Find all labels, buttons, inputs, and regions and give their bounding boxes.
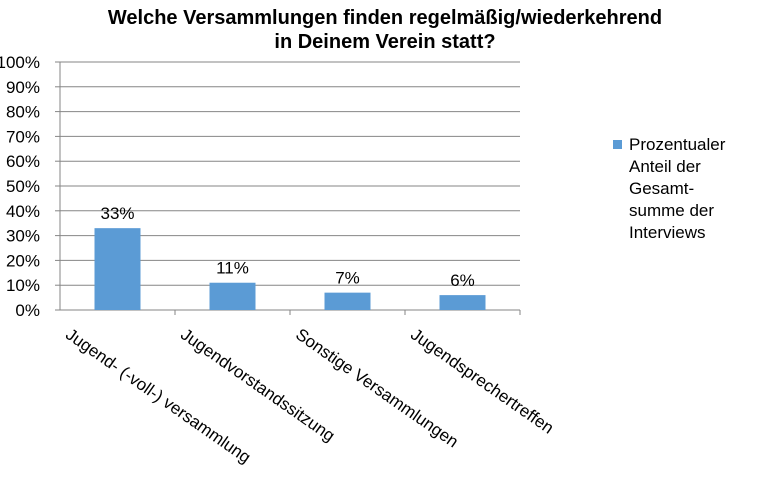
data-label: 6% [450,271,475,290]
y-tick-label: 80% [6,103,40,122]
y-tick-label: 50% [6,177,40,196]
y-tick-label: 60% [6,152,40,171]
legend-label-line: Gesamt- [629,179,695,198]
legend-label-line: summe der [629,201,715,220]
bar [439,295,486,310]
legend-label: Prozentualer Anteil der Gesamt- summe de… [629,134,759,244]
data-label: 11% [216,259,249,278]
legend-label-line: Prozentualer [629,135,726,154]
y-tick-label: 0% [15,301,40,320]
y-tick-label: 90% [6,78,40,97]
y-tick-label: 30% [6,227,40,246]
y-tick-label: 40% [6,202,40,221]
y-tick-label: 20% [6,251,40,270]
bar [209,282,256,310]
chart-title-line-2: in Deinem Verein statt? [274,31,496,53]
bar [94,228,141,310]
x-category-label: Jugend- (-voll-) versammlung [62,325,254,467]
bar [324,292,371,310]
chart-title: Welche Versammlungen finden regelmäßig/w… [0,6,770,54]
legend-label-line: Interviews [629,223,706,242]
y-tick-label: 100% [0,53,40,72]
y-tick-label: 10% [6,276,40,295]
chart-title-line-1: Welche Versammlungen finden regelmäßig/w… [107,7,663,29]
y-tick-label: 70% [6,127,40,146]
legend-label-line: Anteil der [629,157,701,176]
data-label: 7% [335,269,360,288]
data-label: 33% [100,204,134,223]
legend-swatch [613,140,622,149]
